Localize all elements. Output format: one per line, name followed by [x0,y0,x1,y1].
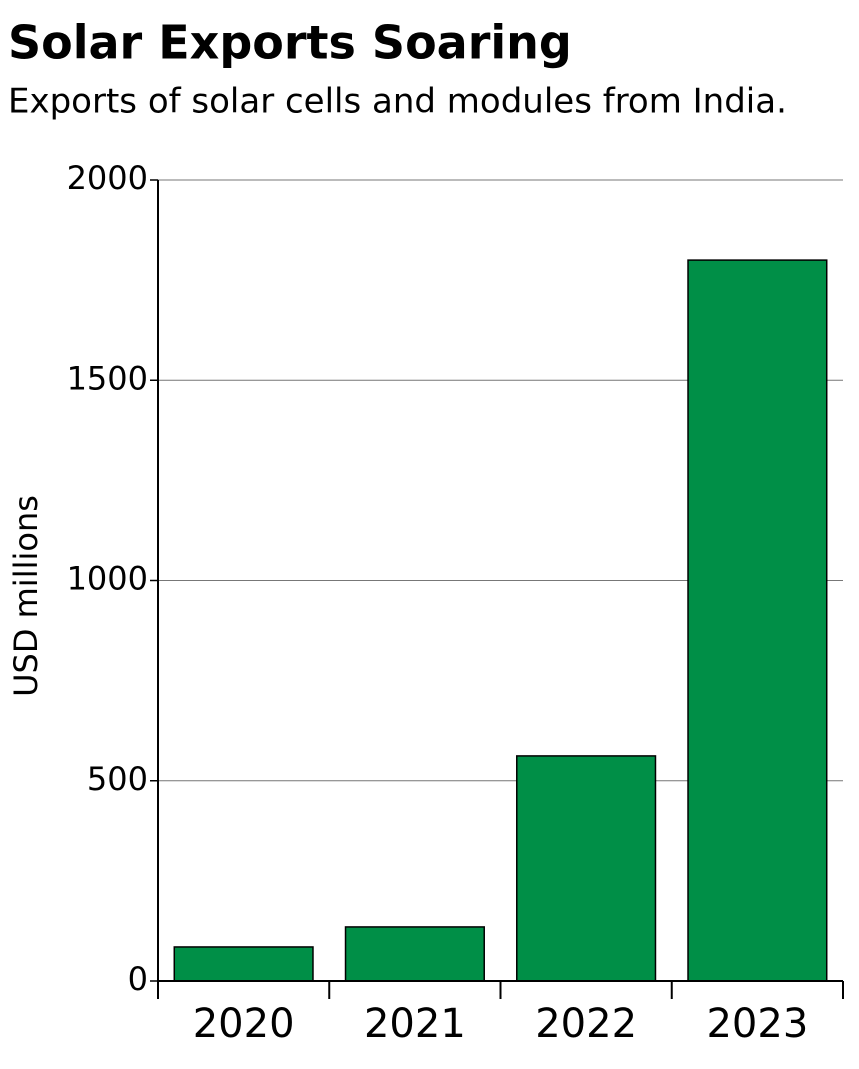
chart-title: Solar Exports Soaring [8,16,572,70]
bar [344,926,485,982]
x-tick-label: 2022 [535,1001,637,1047]
x-tick-label: 2021 [364,1001,466,1047]
bar [687,259,828,982]
bar [516,755,657,982]
x-tick-label: 2020 [193,1001,295,1047]
y-tick-label: 500 [87,760,148,798]
bar [173,946,314,982]
x-tick-label: 2023 [706,1001,808,1047]
y-tick-label: 1500 [67,359,148,397]
chart-subtitle: Exports of solar cells and modules from … [8,82,787,122]
y-axis-label: USD millions [7,495,45,697]
y-tick-label: 1000 [67,560,148,598]
y-tick-label: 2000 [67,159,148,197]
y-tick-label: 0 [128,960,148,998]
